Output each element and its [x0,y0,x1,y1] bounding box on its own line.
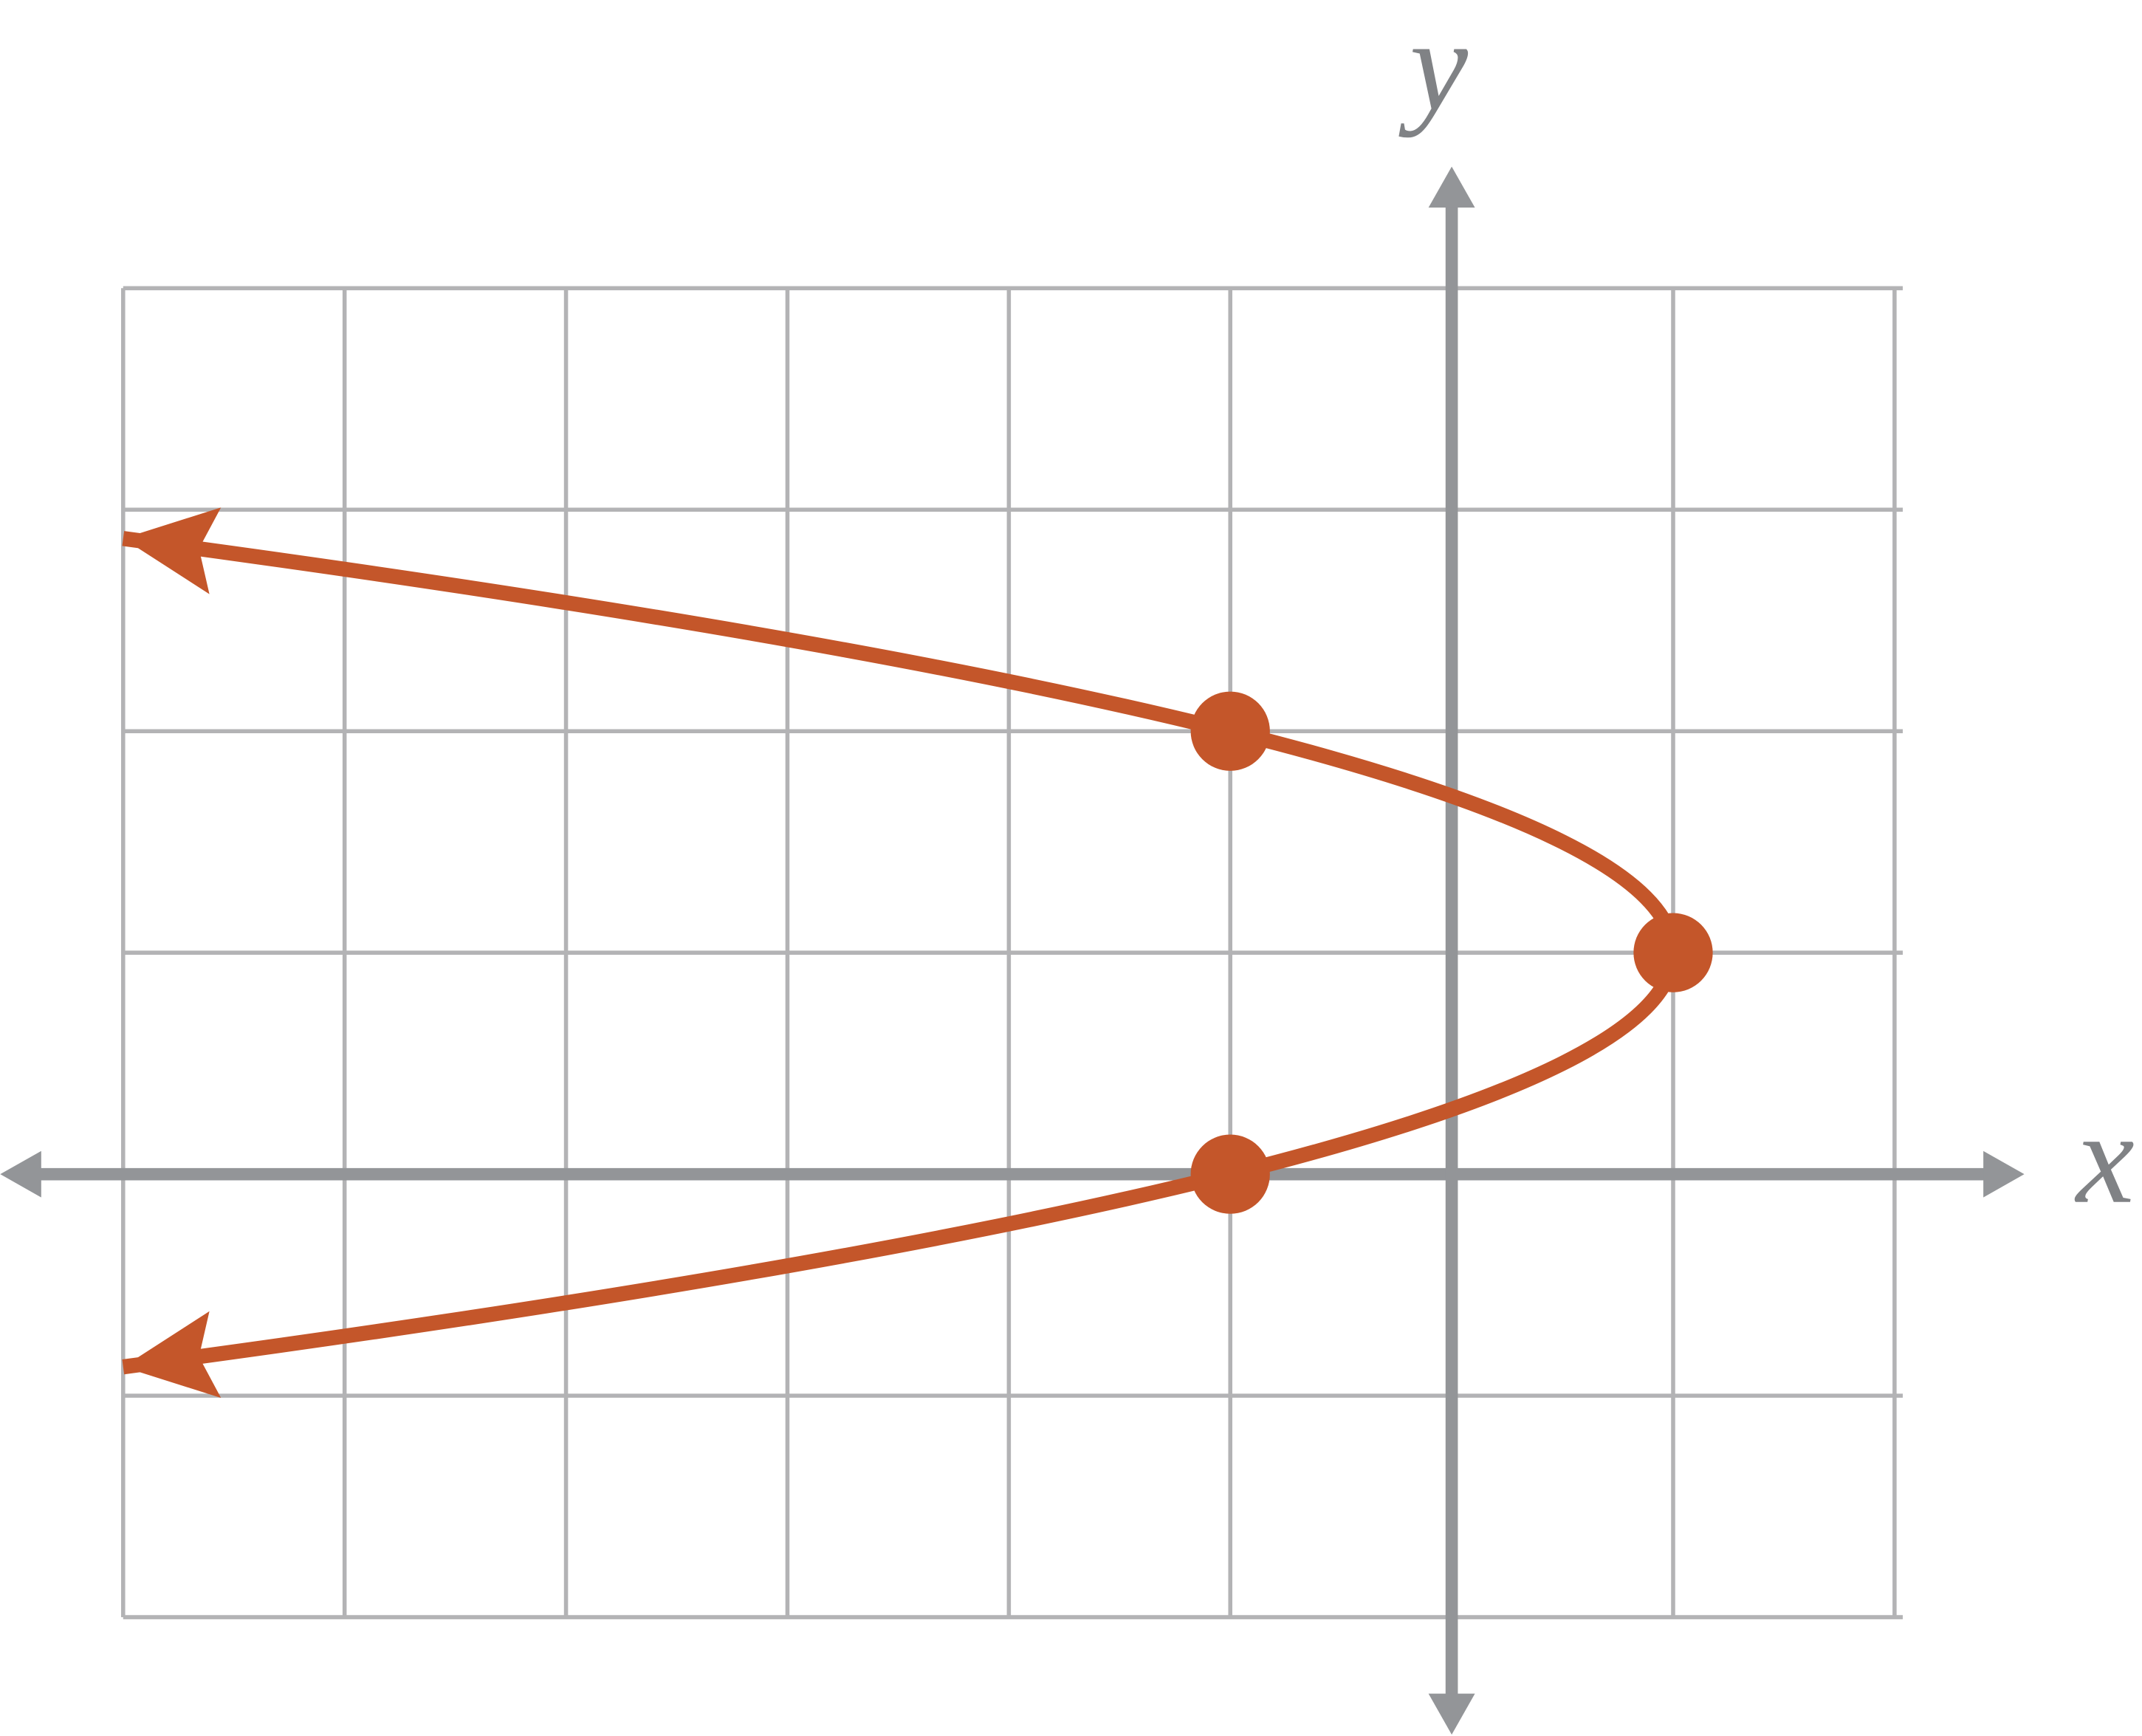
point [1190,691,1270,771]
curve-arrow [123,507,222,594]
plot [0,166,2025,1735]
x-axis-label: x [2074,1086,2135,1231]
axis-arrow [0,1150,41,1198]
axis-arrow [1983,1150,2025,1198]
point [1190,1134,1270,1214]
axis-arrow [1428,166,1475,208]
y-axis-label: y [1398,0,1468,138]
curve-arrow [123,1311,222,1399]
axis-arrow [1428,1693,1475,1735]
point [1633,913,1713,992]
